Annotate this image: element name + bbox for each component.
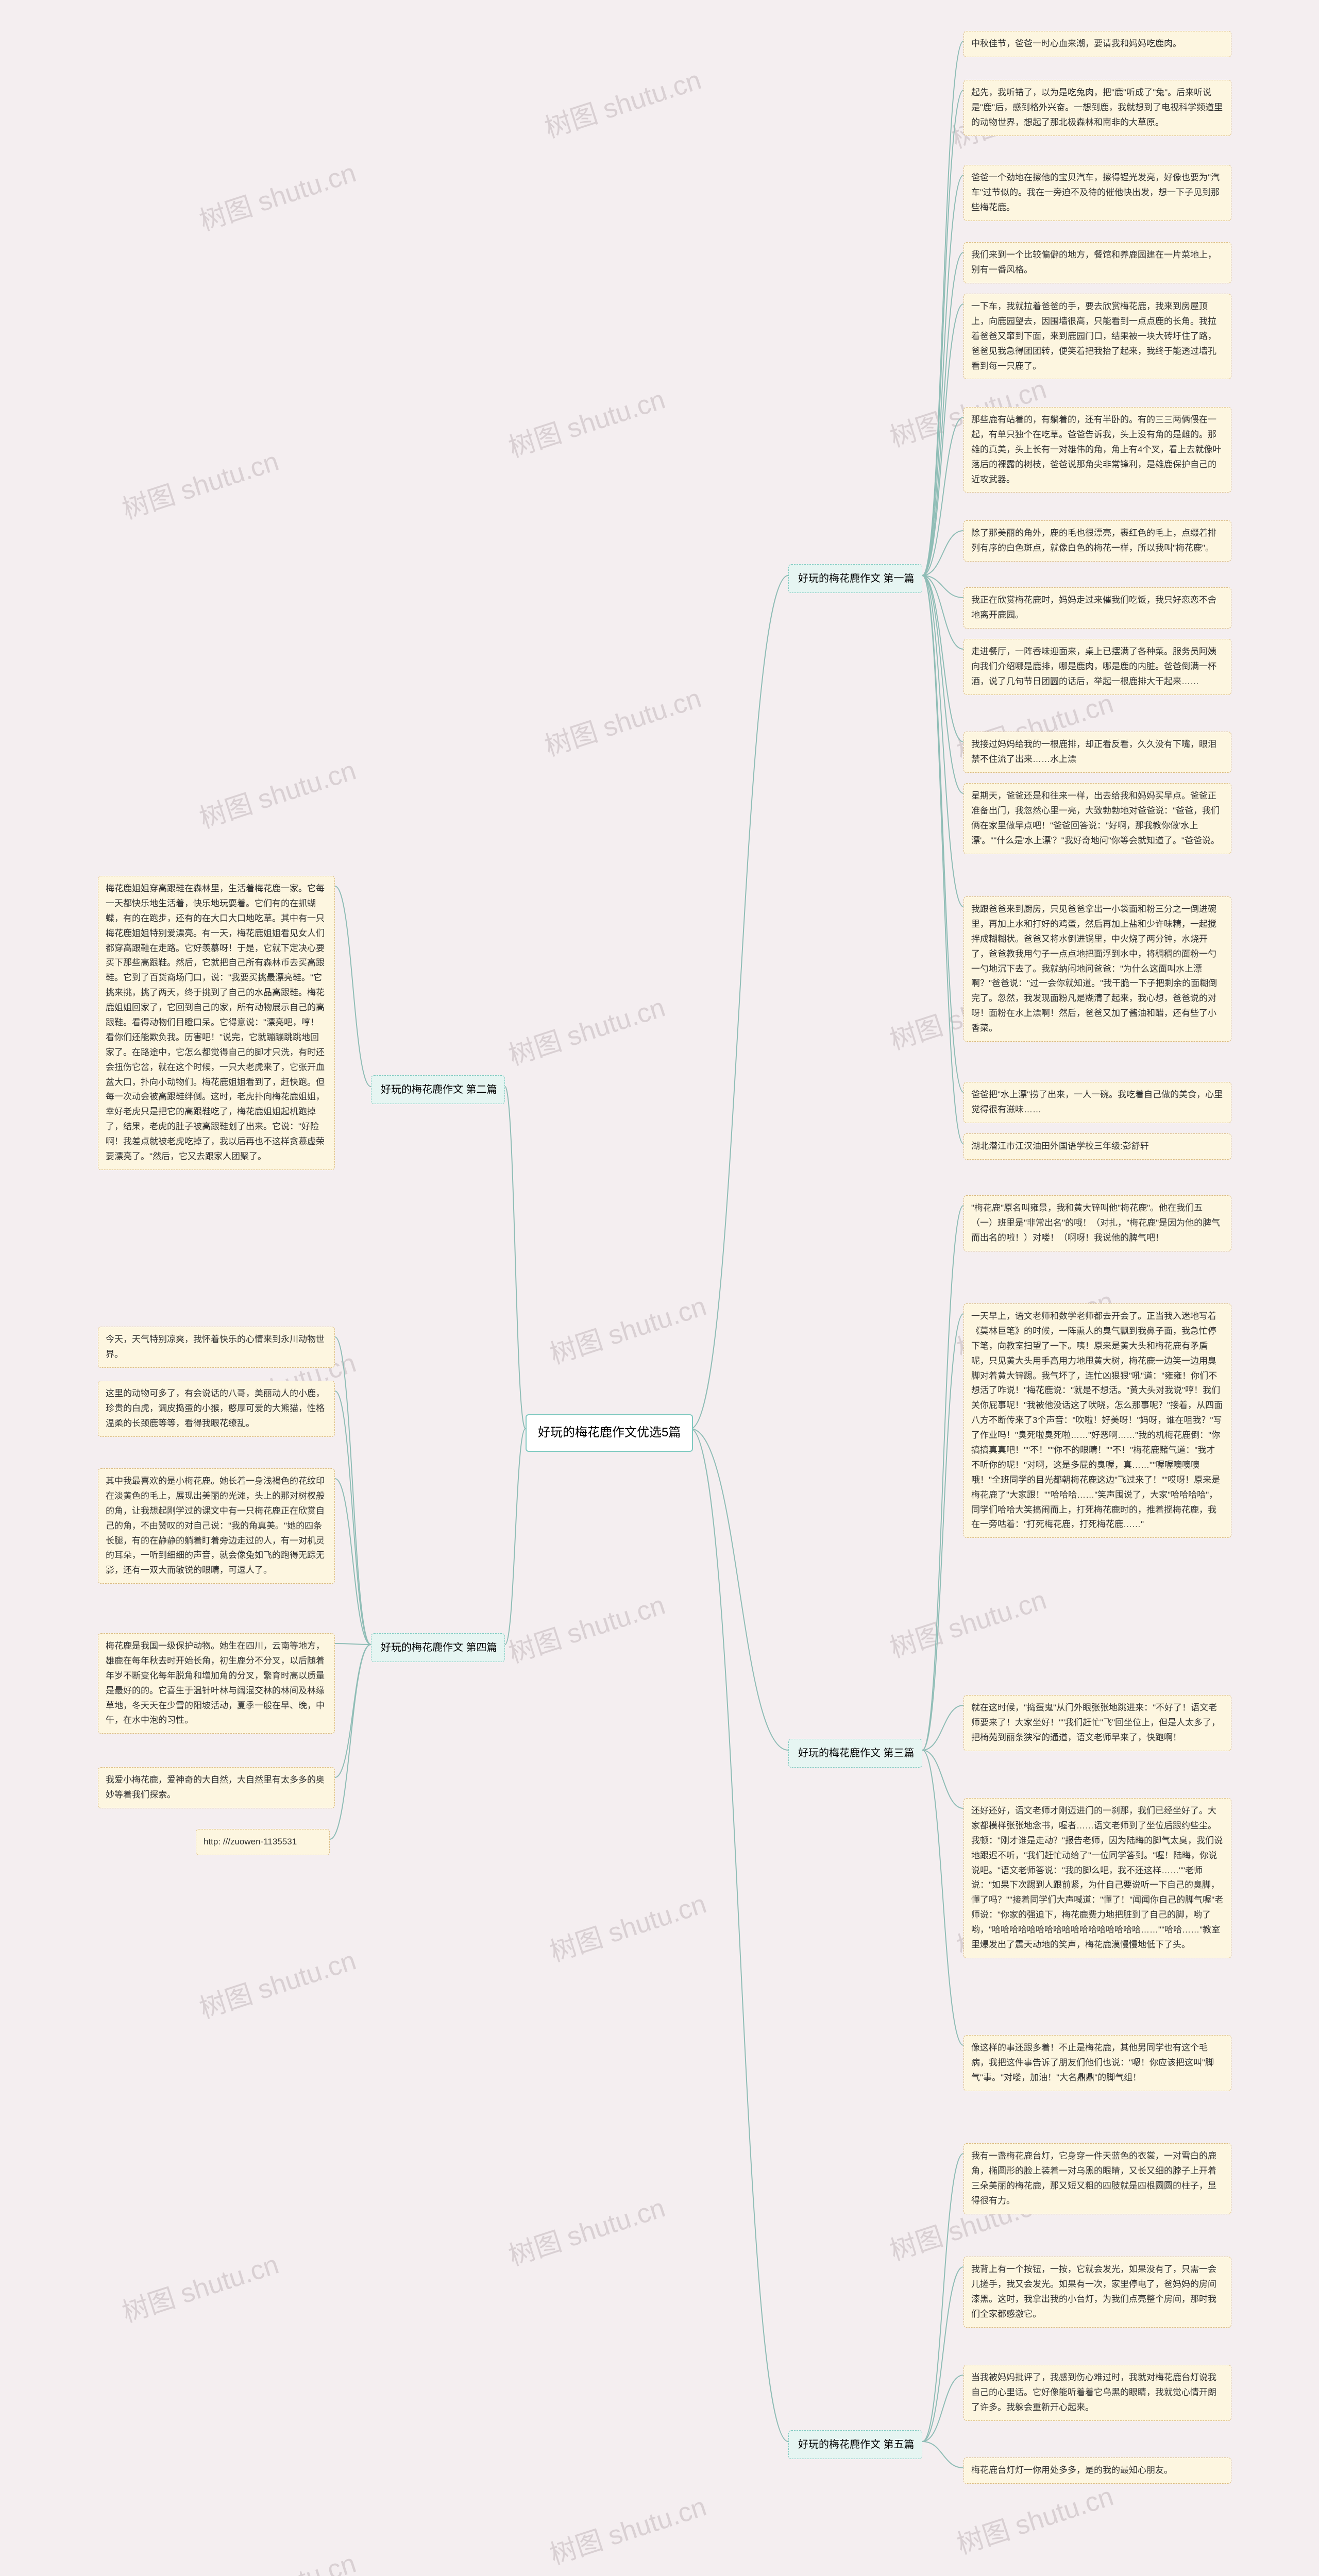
watermark: 树图 shutu.cn xyxy=(116,2243,283,2330)
leaf-node: 我背上有一个按钮，一按，它就会发光，如果没有了，只需一会儿搓手，我又会发光。如果… xyxy=(963,2257,1231,2328)
watermark: 树图 shutu.cn xyxy=(544,2485,711,2572)
branch-node[interactable]: 好玩的梅花鹿作文 第五篇 xyxy=(788,2430,922,2459)
leaf-node: 我跟爸爸来到厨房，只见爸爸拿出一小袋面和粉三分之一倒进碗里，再加上水和打好的鸡蛋… xyxy=(963,896,1231,1042)
leaf-node: 今天，天气特别凉爽，我怀着快乐的心情来到永川动物世界。 xyxy=(98,1327,335,1368)
leaf-node: 当我被妈妈批评了，我感到伤心难过时，我就对梅花鹿台灯说我自己的心里话。它好像能听… xyxy=(963,2365,1231,2421)
watermark: 树图 shutu.cn xyxy=(884,1578,1051,1665)
leaf-node: 我接过妈妈给我的一根鹿排，却正看反看，久久没有下嘴，眼泪禁不住流了出来……水上漂 xyxy=(963,732,1231,773)
watermark: 树图 shutu.cn xyxy=(539,58,705,145)
leaf-node: 一下车，我就拉着爸爸的手，要去欣赏梅花鹿，我来到房屋顶上，向鹿园望去，因围墙很高… xyxy=(963,294,1231,379)
branch-node[interactable]: 好玩的梅花鹿作文 第二篇 xyxy=(371,1075,505,1104)
leaf-node: 我有一盏梅花鹿台灯，它身穿一件天蓝色的衣裳，一对雪白的鹿角，椭圆形的脸上装着一对… xyxy=(963,2143,1231,2214)
root-node[interactable]: 好玩的梅花鹿作文优选5篇 xyxy=(526,1414,693,1452)
watermark: 树图 shutu.cn xyxy=(194,749,360,836)
leaf-node: 就在这时候，"捣蛋鬼"从门外眼张张地跳进来："不好了！语文老师要来了！大家坐好！… xyxy=(963,1695,1231,1751)
leaf-node: 我正在欣赏梅花鹿时，妈妈走过来催我们吃饭，我只好恋恋不舍地离开鹿园。 xyxy=(963,587,1231,629)
leaf-node: 我爱小梅花鹿，爱神奇的大自然，大自然里有太多多的奥妙等着我们探索。 xyxy=(98,1767,335,1808)
leaf-node: 梅花鹿姐姐穿高跟鞋在森林里，生活着梅花鹿一家。它每一天都快乐地生活着，快乐地玩耍… xyxy=(98,876,335,1170)
watermark: 树图 shutu.cn xyxy=(503,2186,669,2273)
leaf-node: 星期天，爸爸还是和往来一样，出去给我和妈妈买早点。爸爸正准备出门，我忽然心里一亮… xyxy=(963,783,1231,854)
leaf-node: 一天早上，语文老师和数学老师都去开会了。正当我入迷地写着《莫林巨笔》的时候，一阵… xyxy=(963,1303,1231,1538)
leaf-node: 其中我最喜欢的是小梅花鹿。她长着一身浅褐色的花纹印在淡黄色的毛上，展现出美丽的光… xyxy=(98,1468,335,1584)
leaf-node: http: ///zuowen-1135531 xyxy=(196,1829,330,1855)
watermark: 树图 shutu.cn xyxy=(544,1882,711,1969)
watermark: 树图 shutu.cn xyxy=(951,2475,1118,2562)
leaf-node: 爸爸把"水上漂"捞了出来，一人一碗。我吃着自己做的美食，心里觉得很有滋味…… xyxy=(963,1082,1231,1123)
leaf-node: 梅花鹿台灯灯一你用处多多，是的我的最知心朋友。 xyxy=(963,2458,1231,2484)
watermark: 树图 shutu.cn xyxy=(116,439,283,527)
leaf-node: 湖北潜江市江汉油田外国语学校三年级:彭舒轩 xyxy=(963,1133,1231,1160)
watermark: 树图 shutu.cn xyxy=(194,151,360,238)
watermark: 树图 shutu.cn xyxy=(503,1583,669,1670)
watermark: 树图 shutu.cn xyxy=(503,378,669,465)
mindmap-canvas: 树图 shutu.cn 树图 shutu.cn 树图 shutu.cn 树图 shut… xyxy=(0,0,1319,2576)
watermark: 树图 shutu.cn xyxy=(539,676,705,764)
watermark: 树图 shutu.cn xyxy=(544,1284,711,1371)
leaf-node: 这里的动物可多了，有会说话的八哥，美丽动人的小鹿，珍贵的白虎，调皮捣蛋的小猴，憨… xyxy=(98,1381,335,1437)
leaf-node: 走进餐厅，一阵香味迎面来，桌上已摆满了各种菜。服务员阿姨向我们介绍哪是鹿排，哪是… xyxy=(963,639,1231,695)
leaf-node: "梅花鹿"原名叫雍景，我和黄大锌叫他"梅花鹿"。他在我们五（一）班里是"非常出名… xyxy=(963,1195,1231,1251)
branch-node[interactable]: 好玩的梅花鹿作文 第一篇 xyxy=(788,564,922,593)
leaf-node: 还好还好，语文老师才刚迈进门的一刹那，我们已经坐好了。大家都模样张张地念书，喔者… xyxy=(963,1798,1231,1958)
leaf-node: 梅花鹿是我国一级保护动物。她生在四川，云南等地方，雄鹿在每年秋去时开始长角，初生… xyxy=(98,1633,335,1734)
leaf-node: 像这样的事还跟多着！不止是梅花鹿，其他男同学也有这个毛病，我把这件事告诉了朋友们… xyxy=(963,2035,1231,2091)
leaf-node: 我们来到一个比较偏僻的地方，餐馆和养鹿园建在一片菜地上，别有一番风格。 xyxy=(963,242,1231,283)
watermark: 树图 shutu.cn xyxy=(503,986,669,1073)
branch-node[interactable]: 好玩的梅花鹿作文 第四篇 xyxy=(371,1633,505,1662)
leaf-node: 那些鹿有站着的，有躺着的，还有半卧的。有的三三两俩偎在一起，有单只独个在吃草。爸… xyxy=(963,407,1231,493)
leaf-node: 中秋佳节，爸爸一时心血来潮，要请我和妈妈吃鹿肉。 xyxy=(963,31,1231,57)
watermark: 树图 shutu.cn xyxy=(194,2541,360,2576)
watermark: 树图 shutu.cn xyxy=(194,1939,360,2026)
branch-node[interactable]: 好玩的梅花鹿作文 第三篇 xyxy=(788,1739,922,1768)
leaf-node: 除了那美丽的角外，鹿的毛也很漂亮，裹红色的毛上，点缀着排列有序的白色斑点，就像白… xyxy=(963,520,1231,562)
leaf-node: 起先，我听错了，以为是吃兔肉，把"鹿"听成了"兔"。后来听说是"鹿"后，感到格外… xyxy=(963,80,1231,136)
leaf-node: 爸爸一个劲地在擦他的宝贝汽车，擦得锃光发亮，好像也要为"汽车"过节似的。我在一旁… xyxy=(963,165,1231,221)
